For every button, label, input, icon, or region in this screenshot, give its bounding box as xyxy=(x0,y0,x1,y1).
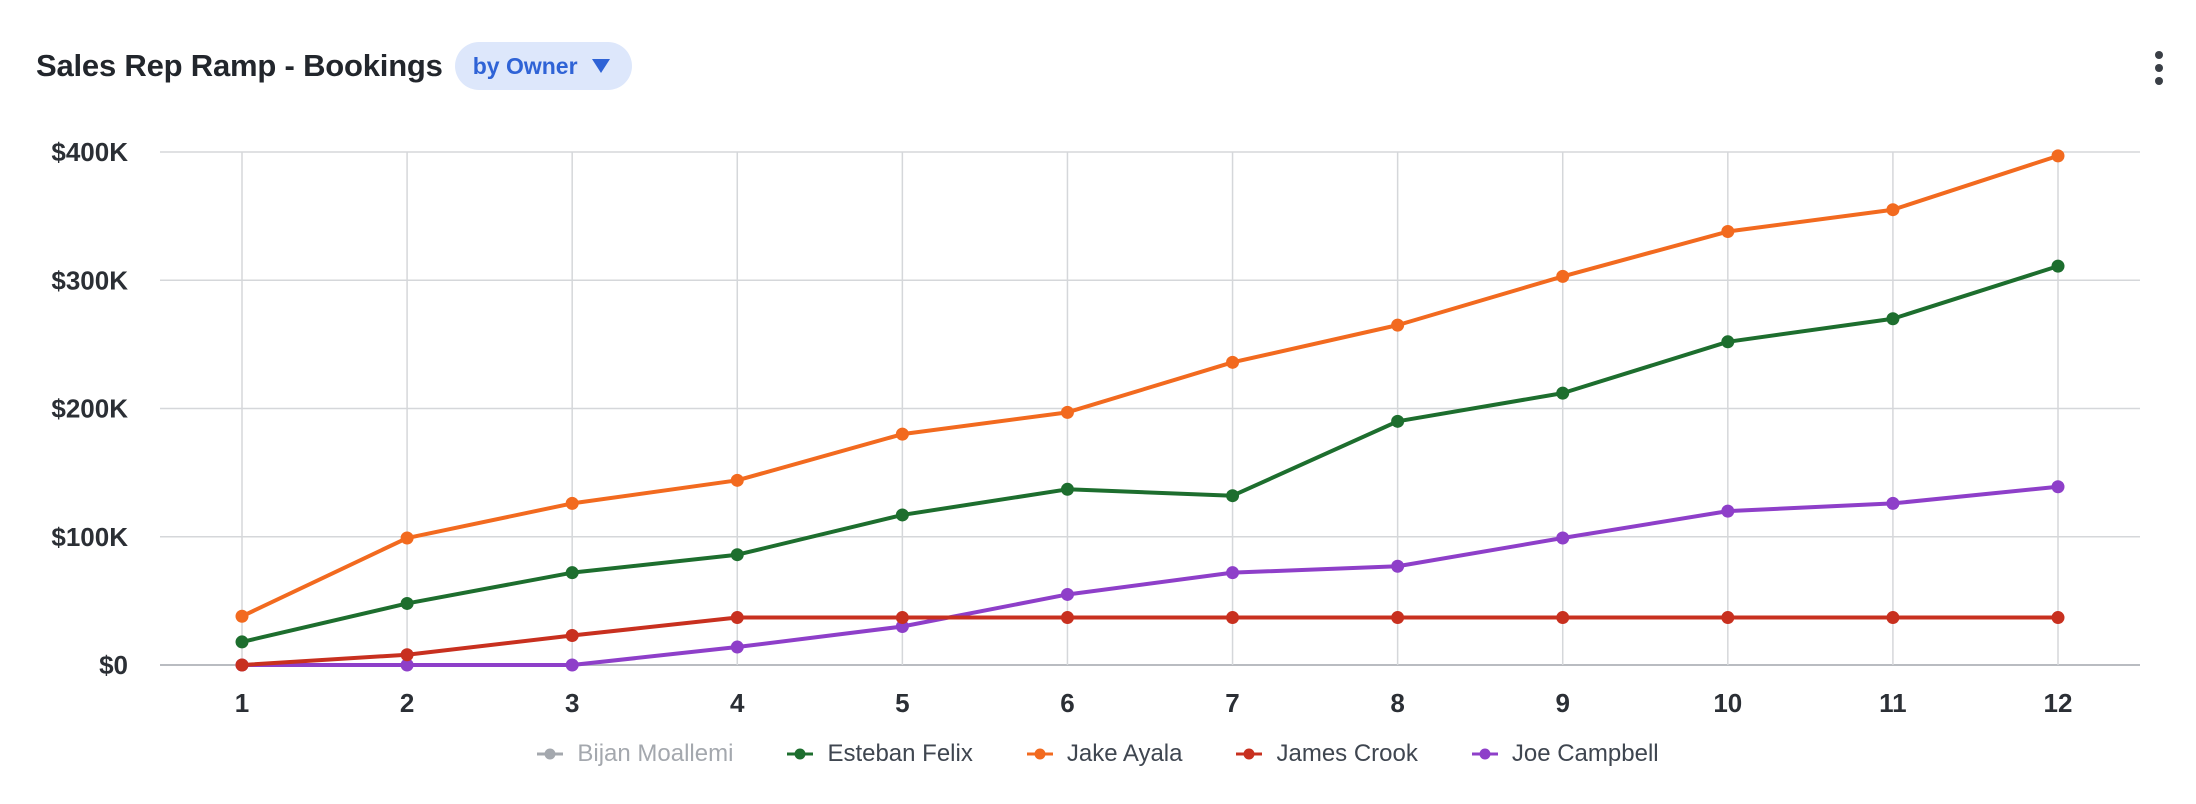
data-point[interactable] xyxy=(1060,587,1074,601)
data-point[interactable] xyxy=(730,548,744,562)
legend-swatch-icon xyxy=(537,748,564,760)
legend-label: Esteban Felix xyxy=(827,740,973,767)
chart-title: Sales Rep Ramp - Bookings xyxy=(36,48,443,83)
data-point[interactable] xyxy=(1721,335,1735,349)
caret-down-icon xyxy=(591,59,610,73)
x-tick-label: 1 xyxy=(235,688,249,718)
data-point[interactable] xyxy=(1886,611,1900,625)
data-point[interactable] xyxy=(1886,496,1900,510)
data-point[interactable] xyxy=(1391,559,1405,573)
grid-layer xyxy=(160,151,2140,666)
data-point[interactable] xyxy=(1391,318,1405,332)
series-line xyxy=(240,264,2060,644)
legend-label: Joe Campbell xyxy=(1511,740,1659,767)
chart-legend: Bijan Moallemi Esteban Felix Jake Ayala Jam… xyxy=(0,734,2196,774)
data-point[interactable] xyxy=(895,427,909,441)
data-point[interactable] xyxy=(1721,225,1735,239)
data-point[interactable] xyxy=(1721,611,1735,625)
data-point[interactable] xyxy=(1226,355,1240,369)
y-tick-label: $200K xyxy=(51,394,128,424)
x-tick-label: 12 xyxy=(2044,688,2073,718)
series-line xyxy=(240,615,2060,667)
data-point[interactable] xyxy=(1556,386,1570,400)
data-point[interactable] xyxy=(2051,611,2065,625)
series-esteban-felix xyxy=(235,259,2065,649)
data-point[interactable] xyxy=(1060,482,1074,496)
data-point[interactable] xyxy=(1060,611,1074,625)
data-point[interactable] xyxy=(1060,405,1074,419)
x-tick-label: 7 xyxy=(1225,688,1239,718)
chart-header: Sales Rep Ramp - Bookings by Owner xyxy=(36,40,632,92)
legend-swatch-icon xyxy=(787,748,814,760)
legend-item-jake-ayala[interactable]: Jake Ayala xyxy=(1026,740,1183,768)
x-tick-label: 6 xyxy=(1060,688,1074,718)
data-point[interactable] xyxy=(895,620,909,634)
data-point[interactable] xyxy=(730,473,744,487)
legend-label: Jake Ayala xyxy=(1066,740,1183,767)
x-tick-label: 3 xyxy=(565,688,579,718)
group-by-label: by Owner xyxy=(472,52,578,79)
data-point[interactable] xyxy=(1556,531,1570,545)
data-point[interactable] xyxy=(235,635,249,649)
data-point[interactable] xyxy=(1226,489,1240,503)
legend-label: James Crook xyxy=(1276,740,1418,767)
data-point[interactable] xyxy=(400,596,414,610)
legend-item-bijan-moallemi[interactable]: Bijan Moallemi xyxy=(537,740,733,768)
x-tick-label: 9 xyxy=(1555,688,1569,718)
series-james-crook xyxy=(235,611,2065,672)
data-point[interactable] xyxy=(730,611,744,625)
legend-item-joe-campbell[interactable]: Joe Campbell xyxy=(1471,740,1659,768)
x-tick-label: 11 xyxy=(1879,688,1907,718)
x-tick-label: 5 xyxy=(895,688,909,718)
data-point[interactable] xyxy=(1556,611,1570,625)
data-point[interactable] xyxy=(565,629,579,643)
data-point[interactable] xyxy=(400,658,414,672)
data-point[interactable] xyxy=(730,640,744,654)
data-point[interactable] xyxy=(2051,259,2065,273)
data-point[interactable] xyxy=(895,611,909,625)
series-line xyxy=(240,484,2060,667)
more-options-icon[interactable] xyxy=(2152,50,2166,86)
data-point[interactable] xyxy=(565,658,579,672)
series-line xyxy=(240,153,2060,619)
data-point[interactable] xyxy=(1226,566,1240,580)
legend-swatch-icon xyxy=(1236,748,1263,760)
data-point[interactable] xyxy=(1886,312,1900,326)
legend-swatch-icon xyxy=(1471,748,1498,760)
y-tick-label: $400K xyxy=(51,137,128,167)
legend-item-esteban-felix[interactable]: Esteban Felix xyxy=(787,740,973,768)
x-tick-label: 2 xyxy=(400,688,414,718)
data-point[interactable] xyxy=(235,658,249,672)
group-by-dropdown[interactable]: by Owner xyxy=(454,42,632,90)
data-point[interactable] xyxy=(565,566,579,580)
y-tick-label: $300K xyxy=(51,265,128,295)
data-point[interactable] xyxy=(235,609,249,623)
data-point[interactable] xyxy=(1556,269,1570,283)
series-jake-ayala xyxy=(235,149,2065,623)
data-point[interactable] xyxy=(1721,504,1735,518)
y-tick-label: $100K xyxy=(51,522,128,552)
data-point[interactable] xyxy=(1391,414,1405,428)
data-point[interactable] xyxy=(2051,149,2065,163)
data-point[interactable] xyxy=(2051,480,2065,494)
legend-item-james-crook[interactable]: James Crook xyxy=(1236,740,1418,768)
data-point[interactable] xyxy=(1391,611,1405,625)
data-point[interactable] xyxy=(400,648,414,662)
legend-swatch-icon xyxy=(1026,748,1053,760)
data-point[interactable] xyxy=(1226,611,1240,625)
data-point[interactable] xyxy=(1886,203,1900,217)
data-point[interactable] xyxy=(400,531,414,545)
data-point[interactable] xyxy=(895,508,909,522)
x-tick-label: 4 xyxy=(730,688,745,718)
x-tick-label: 10 xyxy=(1713,688,1742,718)
series-layer xyxy=(235,149,2065,672)
y-tick-label: $0 xyxy=(99,650,128,680)
x-tick-label: 8 xyxy=(1390,688,1404,718)
legend-label: Bijan Moallemi xyxy=(577,740,734,767)
data-point[interactable] xyxy=(565,496,579,510)
